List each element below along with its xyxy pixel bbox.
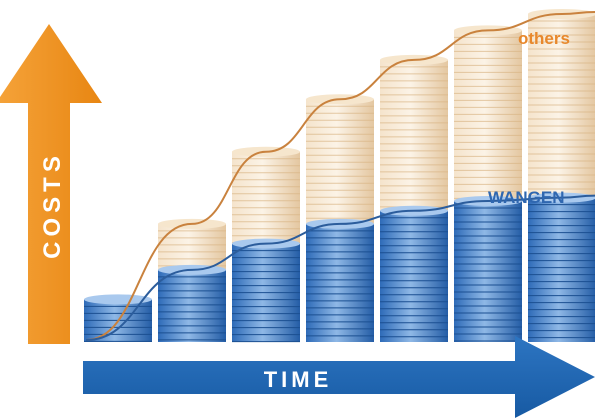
coin-stack-6 [454, 25, 522, 342]
wangen-curve-label: WANGEN [488, 188, 565, 207]
coin-stack-1 [84, 294, 152, 342]
others-coin-column [454, 30, 522, 201]
wangen-coin-column [454, 200, 522, 342]
coin-stack-7 [528, 9, 595, 342]
wangen-coin-column [306, 223, 374, 342]
wangen-coin-column [158, 269, 226, 342]
wangen-coin-column [528, 197, 595, 342]
others-curve-label: others [518, 29, 570, 48]
time-axis-label: TIME [264, 367, 333, 392]
coin-stack-2 [158, 218, 226, 342]
coin-stack-3 [232, 146, 300, 343]
others-coin-column [306, 99, 374, 224]
wangen-cost-curve [85, 194, 595, 341]
others-coin-column [528, 14, 595, 198]
coin-stacks [84, 9, 595, 343]
wangen-coin-column [380, 210, 448, 342]
time-axis-arrow: TIME [83, 336, 595, 418]
coin-stack-4 [306, 94, 374, 342]
costs-axis-label: COSTS [39, 151, 66, 259]
others-coin-column [380, 59, 448, 211]
coin-stack-5 [380, 54, 448, 342]
costs-axis-arrow: COSTS [0, 24, 102, 344]
others-cost-curve [85, 11, 595, 341]
wangen-coin-top [84, 294, 152, 305]
